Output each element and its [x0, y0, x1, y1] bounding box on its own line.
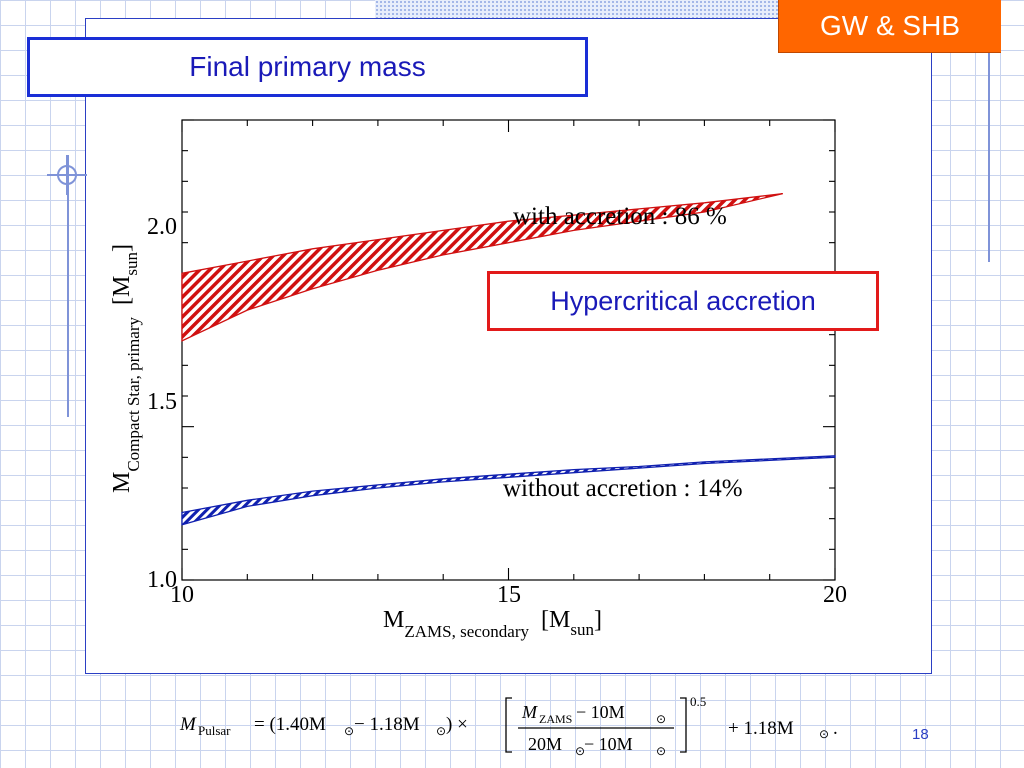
section-tag: GW & SHB [778, 0, 1001, 53]
formula-part1: = (1.40M [254, 714, 326, 735]
y-tick-1.0: 1.0 [147, 567, 177, 593]
y-axis-label: MCompact Star, primary[Msun] [109, 244, 143, 493]
formula-dot: . [833, 718, 838, 739]
formula-num: M [521, 702, 538, 722]
x-tick-15: 15 [497, 582, 521, 608]
x-tick-10: 10 [170, 582, 194, 608]
band-without-accretion [181, 455, 836, 526]
page-number: 18 [912, 726, 929, 743]
axis-ticks [181, 119, 836, 581]
formula-exp: 0.5 [690, 694, 706, 709]
formula-tail: + 1.18M [728, 718, 794, 739]
formula-sun-2: ⊙ [436, 724, 446, 738]
formula-sun-6: ⊙ [819, 727, 829, 741]
series-label-without-accretion: without accretion : 14% [503, 475, 743, 502]
x-tick-20: 20 [823, 582, 847, 608]
formula-num-sub: ZAMS [539, 712, 572, 726]
formula-part2: − 1.18M [354, 714, 420, 735]
y-tick-2.0: 2.0 [147, 214, 177, 240]
right-decor-line [988, 0, 990, 262]
formula-lhs-sub: Pulsar [198, 723, 231, 738]
series-label-with-accretion: with accretion : 86 % [513, 203, 727, 230]
hypercritical-callout: Hypercritical accretion [487, 271, 879, 331]
band-with-accretion [181, 192, 783, 342]
y-tick-1.5: 1.5 [147, 389, 177, 415]
formula-den: 20M [528, 734, 562, 754]
formula-sun-5: ⊙ [656, 744, 666, 758]
formula-sun-4: ⊙ [575, 744, 585, 758]
formula-sun-3: ⊙ [656, 712, 666, 726]
pulsar-mass-formula: M Pulsar = (1.40M ⊙ − 1.18M ⊙ ) × M ZAMS… [179, 694, 838, 758]
x-axis-label: MZAMS, secondary [Msun] [383, 607, 602, 641]
crosshair-icon [47, 155, 87, 195]
left-decor-line [67, 155, 69, 417]
formula-sun-1: ⊙ [344, 724, 354, 738]
series-bands [181, 192, 836, 526]
mass-chart: 10 15 20 1.0 1.5 2.0 MZAMS, secondary [Ms… [109, 119, 847, 641]
formula-part3: ) × [446, 714, 468, 735]
formula-den-rest: − 10M [584, 734, 633, 754]
formula-num-rest: − 10M [576, 702, 625, 722]
slide-title: Final primary mass [27, 37, 588, 97]
top-decor-band [375, 0, 780, 18]
formula-lhs: M [179, 714, 197, 735]
plot-frame [181, 119, 836, 581]
